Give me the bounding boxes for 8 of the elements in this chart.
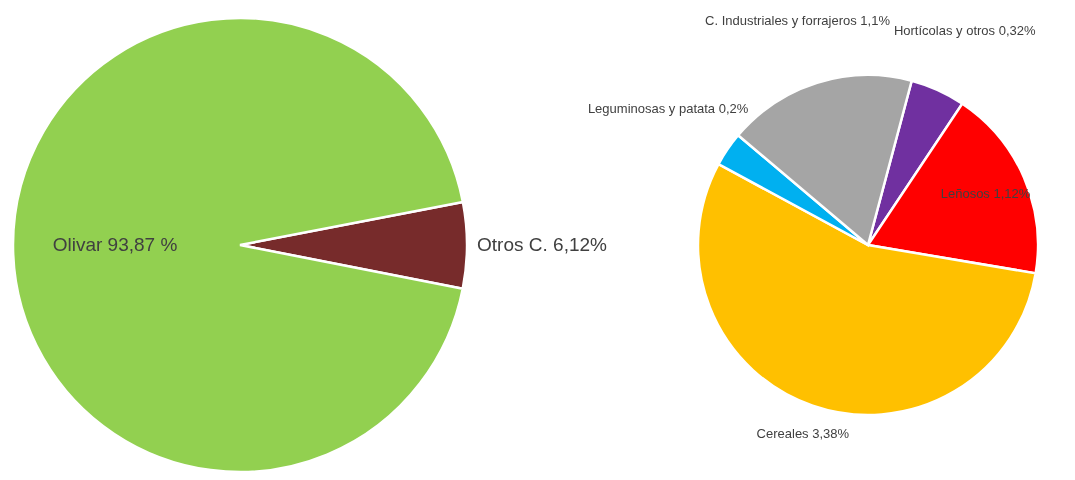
slice-label: Otros C. 6,12% [477,234,608,256]
slice-label: Leñosos 1,12% [940,186,1031,202]
slice-label: Olivar 93,87 % [52,233,178,255]
slice-label: Hortícolas y otros 0,32% [893,22,1036,38]
slice-label: C. Industriales y forrajeros 1,1% [705,12,891,28]
slice-label: Leguminosas y patata 0,2% [587,100,749,116]
slice-label: Cereales 3,38% [756,426,850,442]
pie-slice [11,16,465,474]
